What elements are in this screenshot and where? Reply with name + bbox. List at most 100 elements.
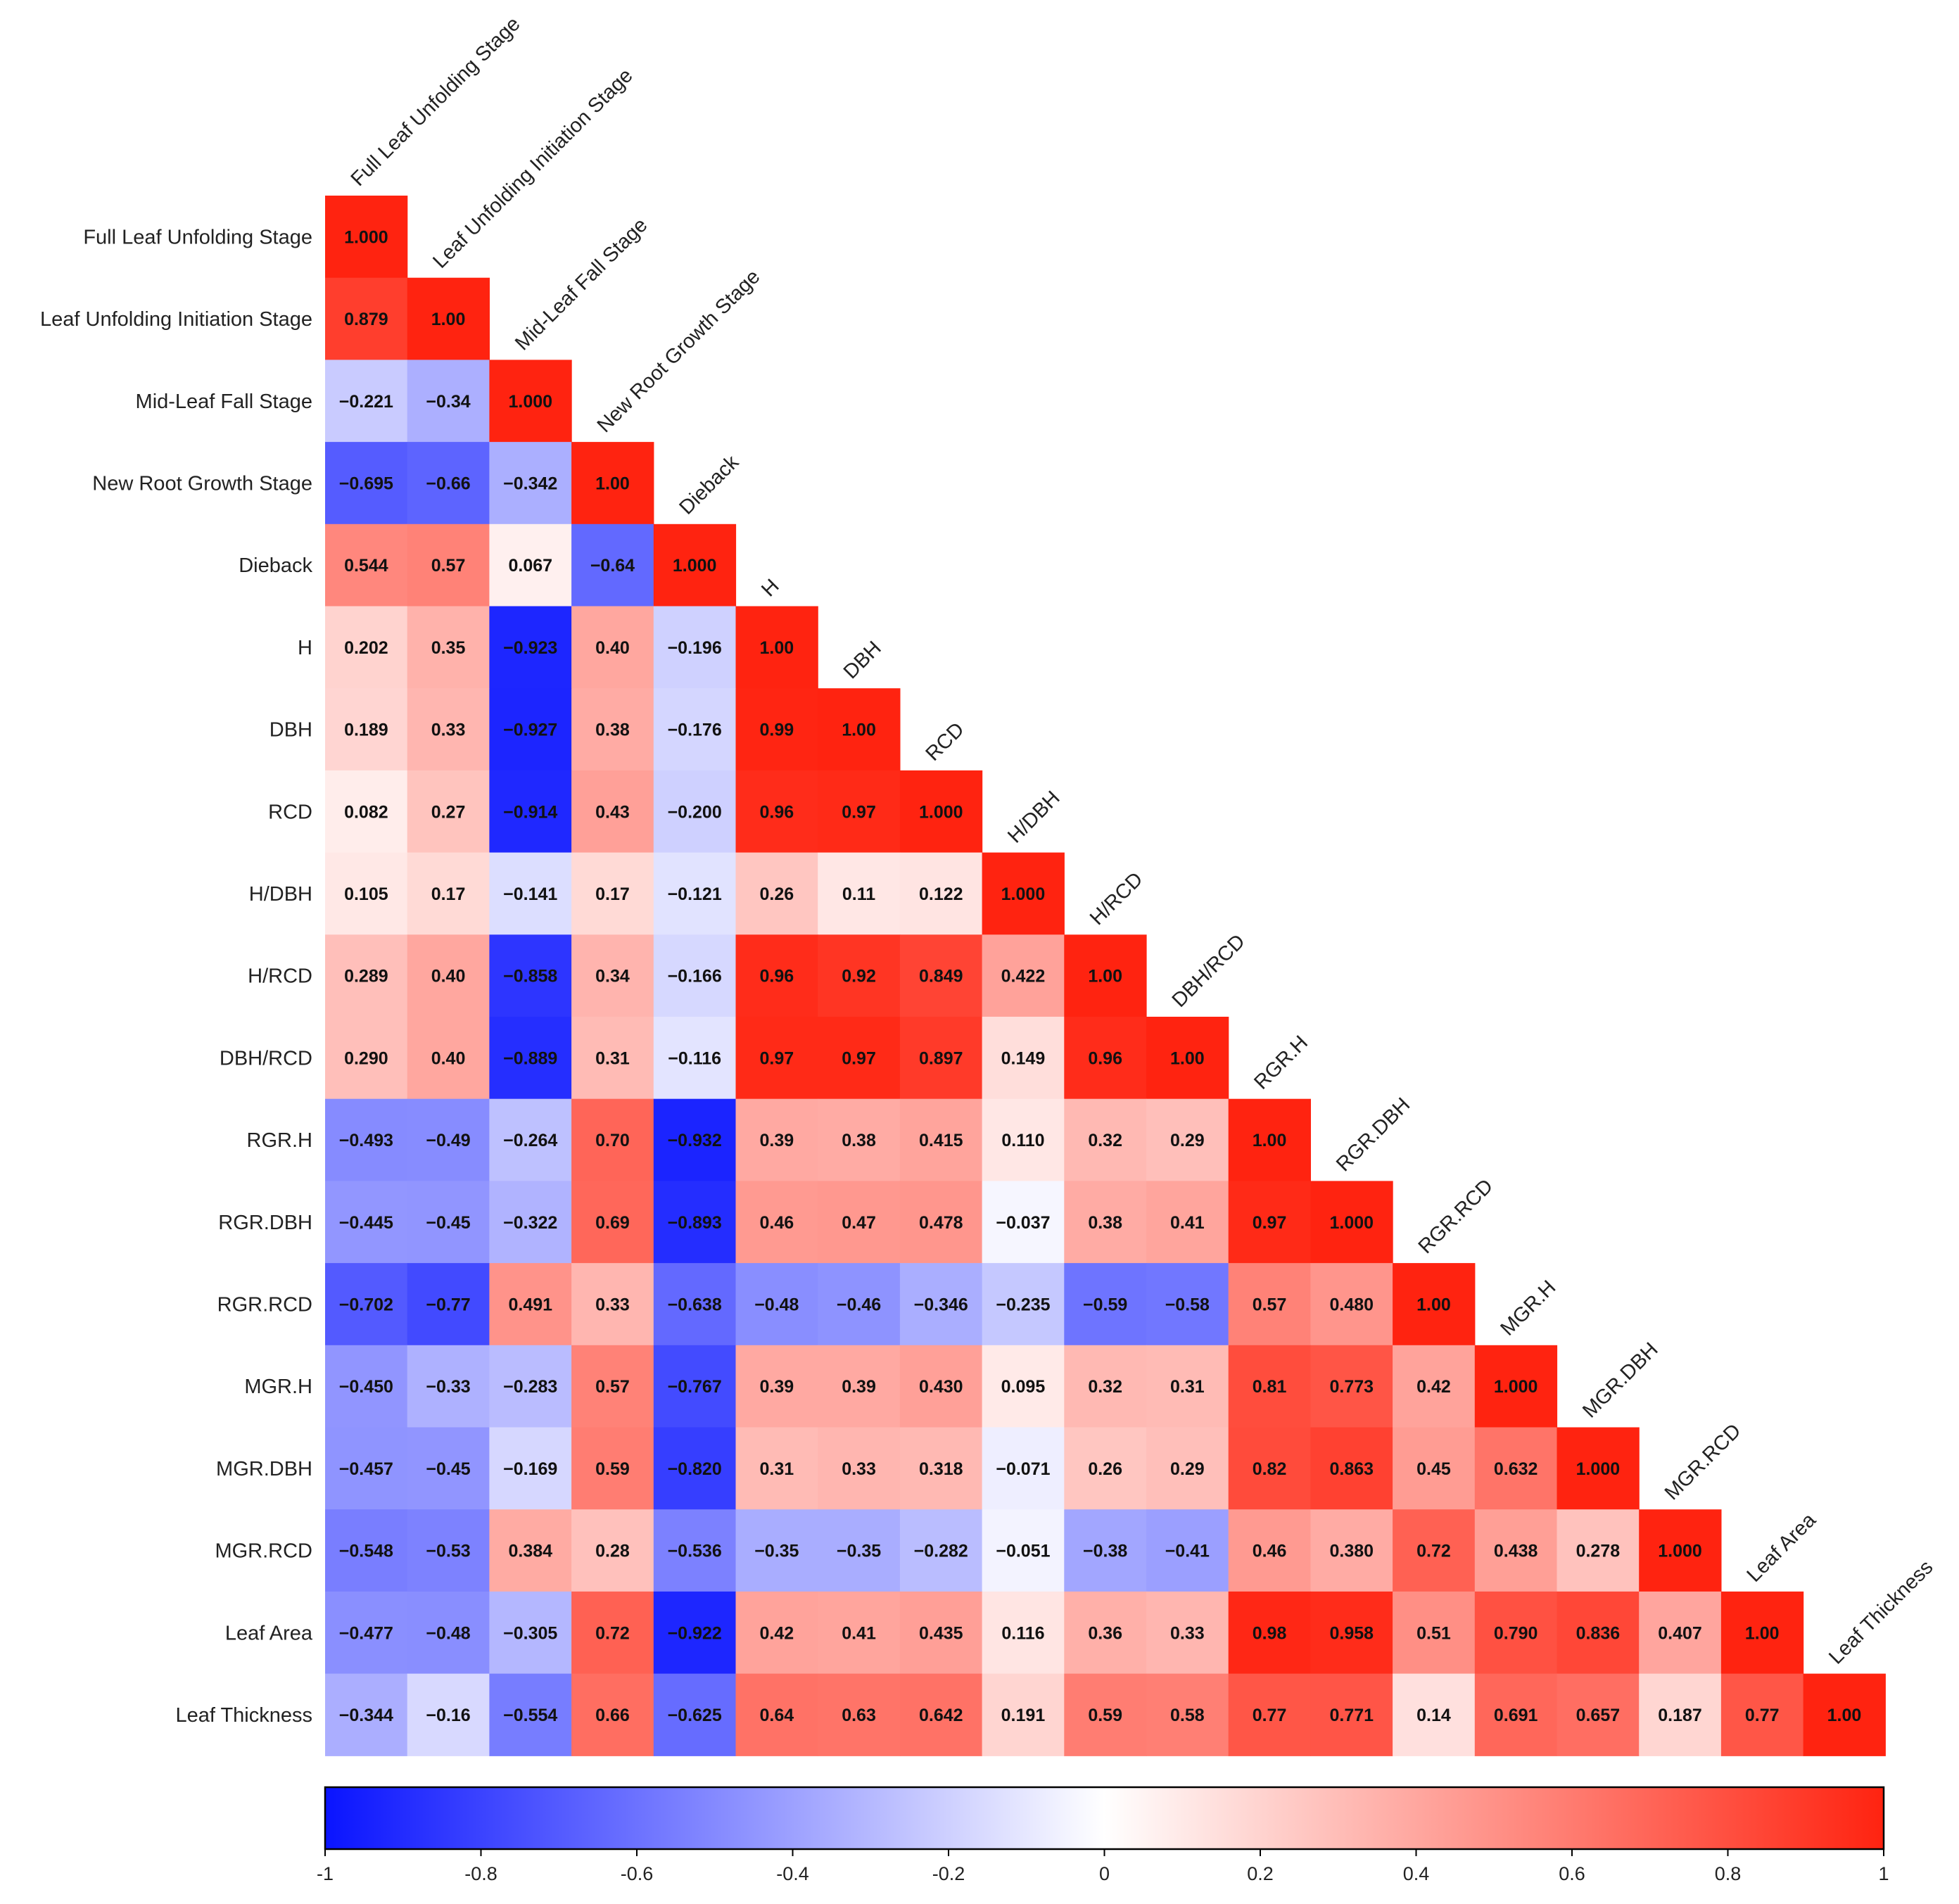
heatmap-cell-r6-c1	[407, 688, 490, 771]
heatmap-cell-r17-c3	[571, 1591, 654, 1675]
colorbar-tick-label: 0.8	[1715, 1863, 1742, 1884]
heatmap-cell-r11-c8	[982, 1098, 1065, 1181]
heatmap-cell-r15-c10	[1146, 1427, 1229, 1510]
heatmap-cell-value: 0.59	[595, 1459, 630, 1479]
heatmap-cell-value: 0.422	[1001, 967, 1046, 986]
heatmap-cell-value: 0.41	[842, 1623, 876, 1643]
heatmap-cell-value: 0.59	[1088, 1706, 1122, 1725]
heatmap-cell-r12-c0	[325, 1181, 408, 1264]
heatmap-cell-value: 0.40	[595, 638, 630, 658]
heatmap-cell-r12-c6	[818, 1181, 901, 1264]
heatmap-cell-value: 0.33	[431, 721, 466, 740]
column-label: RCD	[922, 718, 969, 766]
heatmap-cell-value: −0.493	[339, 1131, 393, 1150]
heatmap-cell-r16-c16	[1639, 1509, 1722, 1592]
heatmap-cell-r4-c0	[325, 523, 408, 607]
colorbar-tick-label: -1	[317, 1863, 334, 1884]
heatmap-cell-labels: 1.000 0.879 1.00 −0.221 −0.34 1.000 −0.695 −0.6…	[339, 227, 1862, 1725]
heatmap-cell-value: 0.63	[842, 1706, 876, 1725]
row-label: MGR.DBH	[216, 1458, 312, 1480]
heatmap-cell-r16-c7	[899, 1509, 983, 1592]
heatmap-cell-value: 0.82	[1253, 1459, 1287, 1479]
heatmap-cell-value: 0.27	[431, 802, 466, 822]
heatmap-cell-value: 0.32	[1088, 1377, 1122, 1397]
heatmap-cell-r12-c5	[735, 1181, 818, 1264]
heatmap-cell-r8-c1	[407, 852, 490, 935]
heatmap-cell-value: 0.435	[919, 1623, 963, 1643]
heatmap-cell-r7-c1	[407, 770, 490, 853]
heatmap-cell-r14-c8	[982, 1345, 1065, 1428]
heatmap-cell-value: 0.26	[760, 884, 794, 904]
heatmap-cell-value: 0.290	[344, 1048, 388, 1068]
heatmap-cell-value: −0.49	[426, 1131, 470, 1150]
heatmap-cell-value: −0.200	[668, 802, 722, 822]
heatmap-cell-value: 0.97	[1253, 1213, 1287, 1233]
heatmap-cell-value: 0.384	[508, 1542, 552, 1561]
row-label: Full Leaf Unfolding Stage	[83, 226, 312, 248]
heatmap-cell-value: 1.00	[1170, 1048, 1205, 1068]
heatmap-cell-r5-c5	[735, 606, 818, 689]
heatmap-cell-value: 1.00	[760, 638, 794, 658]
heatmap-cell-value: −0.33	[426, 1377, 470, 1397]
heatmap-cell-value: −0.141	[503, 884, 557, 904]
heatmap-cell-value: −0.45	[426, 1213, 470, 1233]
heatmap-cell-r8-c6	[818, 852, 901, 935]
heatmap-cell-r11-c4	[653, 1098, 737, 1181]
heatmap-cell-value: 0.46	[1253, 1542, 1287, 1561]
heatmap-cell-r12-c10	[1146, 1181, 1229, 1264]
column-label: RGR.DBH	[1332, 1093, 1414, 1176]
heatmap-cell-value: 0.380	[1329, 1542, 1374, 1561]
heatmap-cell-r12-c7	[899, 1181, 983, 1264]
column-label: Leaf Area	[1743, 1509, 1821, 1587]
heatmap-cell-r9-c3	[571, 934, 654, 1017]
heatmap-cell-r11-c0	[325, 1098, 408, 1181]
heatmap-cell-value: 0.430	[919, 1377, 963, 1397]
heatmap-cell-r9-c7	[899, 934, 983, 1017]
heatmap-cell-value: −0.477	[339, 1623, 393, 1643]
heatmap-cell-r10-c3	[571, 1017, 654, 1100]
column-label: DBH	[839, 637, 886, 683]
heatmap-cell-r12-c12	[1310, 1181, 1393, 1264]
heatmap-cell-r18-c3	[571, 1673, 654, 1756]
heatmap-cell-r14-c6	[818, 1345, 901, 1428]
heatmap-cell-value: 0.45	[1416, 1459, 1451, 1479]
heatmap-cell-r6-c5	[735, 688, 818, 771]
row-label: Leaf Thickness	[175, 1704, 312, 1727]
heatmap-cell-value: 0.31	[595, 1048, 630, 1068]
column-label: H/DBH	[1003, 787, 1064, 847]
heatmap-cell-r8-c0	[325, 852, 408, 935]
colorbar: -1 -0.8 -0.6 -0.4 -0.2 0 0.2 0.4 0.6 0.8 1	[317, 1786, 1889, 1884]
heatmap-cell-r6-c0	[325, 688, 408, 771]
heatmap-cell-value: 0.191	[1001, 1706, 1046, 1725]
heatmap-cell-value: −0.342	[503, 474, 557, 493]
heatmap-cell-value: 0.642	[919, 1706, 963, 1725]
heatmap-cell-value: 0.415	[919, 1131, 963, 1150]
heatmap-cell-r7-c5	[735, 770, 818, 853]
heatmap-cell-value: 0.478	[919, 1213, 963, 1233]
heatmap-cell-r2-c2	[489, 360, 572, 443]
heatmap-cell-r16-c12	[1310, 1509, 1393, 1592]
heatmap-cell-value: 0.122	[919, 884, 963, 904]
heatmap-cell-r6-c4	[653, 688, 737, 771]
heatmap-cell-r18-c9	[1064, 1673, 1147, 1756]
row-label: Dieback	[239, 554, 312, 577]
heatmap-cell-r14-c3	[571, 1345, 654, 1428]
heatmap-cell-value: 0.66	[595, 1706, 630, 1725]
heatmap-cell-value: −0.53	[426, 1542, 470, 1561]
heatmap-cell-r13-c3	[571, 1263, 654, 1346]
heatmap-cell-r13-c7	[899, 1263, 983, 1346]
heatmap-cell-value: −0.767	[668, 1377, 722, 1397]
heatmap-cell-value: 0.98	[1253, 1623, 1287, 1643]
heatmap-cell-r14-c2	[489, 1345, 572, 1428]
heatmap-cell-value: 0.632	[1494, 1459, 1538, 1479]
heatmap-cell-value: 0.863	[1329, 1459, 1374, 1479]
column-label: RGR.H	[1250, 1032, 1312, 1094]
column-label: Full Leaf Unfolding Stage	[347, 13, 525, 191]
heatmap-cell-value: 0.57	[431, 556, 466, 576]
heatmap-cell-r11-c2	[489, 1098, 572, 1181]
heatmap-cell-value: 0.70	[595, 1131, 630, 1150]
heatmap-cell-r15-c11	[1228, 1427, 1311, 1510]
heatmap-cell-value: −0.322	[503, 1213, 557, 1233]
heatmap-cell-r13-c13	[1393, 1263, 1476, 1346]
heatmap-cell-value: 0.32	[1088, 1131, 1122, 1150]
